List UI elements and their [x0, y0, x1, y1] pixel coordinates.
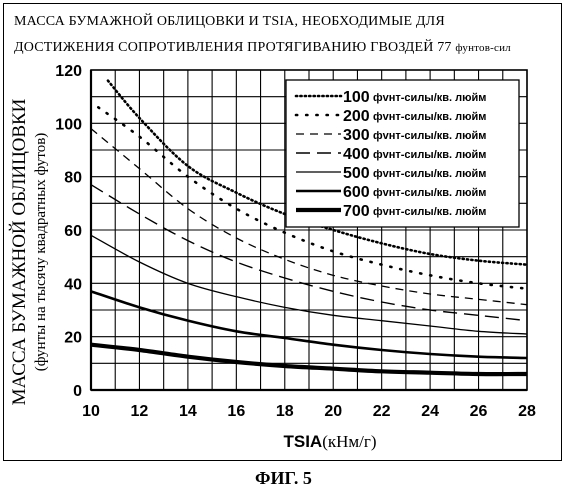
x-tick-label: 20 — [324, 403, 342, 420]
x-tick-label: 12 — [131, 403, 149, 420]
legend-label-600: 600 — [343, 184, 370, 201]
x-axis-title-main: TSIA — [283, 432, 322, 451]
y-tick-label: 20 — [64, 330, 82, 347]
x-tick-label: 26 — [470, 403, 488, 420]
x-tick-label: 10 — [82, 403, 100, 420]
x-axis-title: TSIA(кНм/г) — [283, 432, 376, 451]
x-tick-label: 24 — [421, 403, 439, 420]
y-axis-title: МАССА БУМАЖНОЙ ОБЛИЦОВКИ — [9, 98, 30, 405]
legend-unit-400: фvнт-силы/кв. люйм — [373, 149, 486, 161]
legend-label-400: 400 — [343, 146, 370, 163]
legend-unit-100: фvнт-силы/кв. люйм — [373, 92, 486, 104]
legend-unit-200: фvнт-силы/кв. люйм — [373, 111, 486, 123]
y-tick-label: 0 — [73, 383, 82, 400]
legend-label-300: 300 — [343, 127, 370, 144]
x-axis-title-unit: (кНм/г) — [322, 432, 376, 451]
x-tick-label: 16 — [227, 403, 245, 420]
x-tick-label: 22 — [373, 403, 391, 420]
y-axis-subtitle: (фунты на тысячу квадратных футов) — [33, 133, 49, 372]
legend-label-700: 700 — [343, 203, 370, 220]
legend-label-100: 100 — [343, 89, 370, 106]
x-tick-label: 18 — [276, 403, 294, 420]
x-tick-label: 28 — [518, 403, 536, 420]
legend-unit-300: фvнт-силы/кв. люйм — [373, 130, 486, 142]
legend-label-200: 200 — [343, 108, 370, 125]
y-tick-label: 40 — [64, 276, 82, 293]
legend-unit-500: фvнт-силы/кв. люйм — [373, 168, 486, 180]
legend: 100фvнт-силы/кв. люйм200фvнт-силы/кв. лю… — [286, 80, 519, 227]
figure-caption: ФИГ. 5 — [0, 468, 567, 489]
legend-unit-700: фvнт-силы/кв. люйм — [373, 206, 486, 218]
legend-label-500: 500 — [343, 165, 370, 182]
y-tick-label: 120 — [55, 63, 82, 80]
y-tick-label: 80 — [64, 170, 82, 187]
legend-unit-600: фvнт-силы/кв. люйм — [373, 187, 486, 199]
y-tick-label: 60 — [64, 223, 82, 240]
y-tick-label: 100 — [55, 116, 82, 133]
x-tick-label: 14 — [179, 403, 197, 420]
